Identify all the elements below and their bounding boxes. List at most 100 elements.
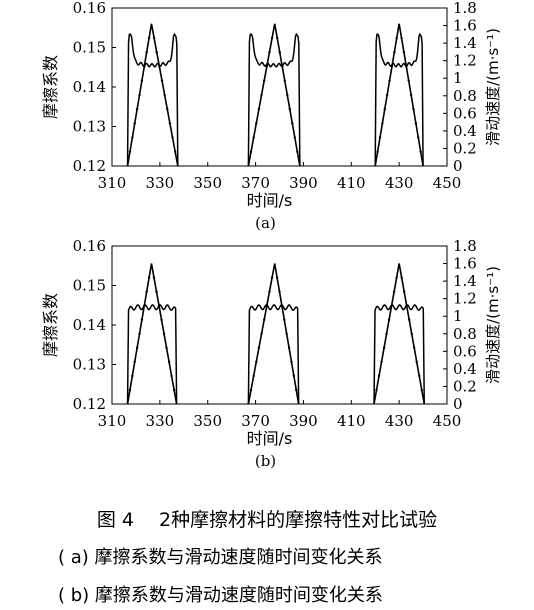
panel-label: (a) [255,214,276,232]
speed-point [260,93,263,97]
speed-point [395,276,398,279]
speed-point [140,79,144,82]
speed-point [415,360,418,364]
x-tick-label: 450 [433,412,462,430]
speed-point [290,360,293,364]
speed-point [160,318,163,321]
y-left-tick-label: 0.13 [73,118,106,136]
speed-point [420,388,423,392]
speed-point [131,374,134,378]
speed-point [376,150,379,153]
speed-point [410,332,413,335]
speed-point [249,388,253,392]
speed-series-cycle [247,23,301,167]
y-right-tick-label: 1.2 [453,52,477,70]
x-tick-label: 370 [241,174,270,192]
y-right-tick-label: 0.4 [453,360,477,378]
speed-series-cycle [126,263,178,405]
chart-b: 310 330 350 370 390 410 430 450 0.12 0.13 0.14 0.15… [41,238,502,470]
speed-point [377,374,381,378]
x-tick-label: 330 [146,412,175,430]
speed-point [388,79,391,82]
y-right-tick-label: 1.4 [453,272,477,290]
speed-point [138,93,141,97]
y-left-tick-label: 0.15 [73,277,106,295]
y-left-axis-label: 摩擦系数 [41,55,60,119]
speed-point [407,318,411,321]
figure-subcaption-a: ( a) 摩擦系数与滑动速度随时间变化关系 [58,547,383,568]
speed-point [407,79,410,82]
speed-point [255,122,258,125]
speed-point [152,36,156,40]
speed-point [286,93,289,97]
speed-point [166,107,169,111]
x-tick-label: 390 [289,174,318,192]
speed-point [395,36,398,40]
speed-point [172,388,176,392]
speed-point [270,36,274,40]
speed-series-cycle [126,23,179,167]
y-right-tick-label: 0 [453,395,463,413]
speed-point [140,318,144,321]
y-right-tick-label: 1.8 [453,238,477,255]
y-left-tick-label: 0.13 [73,356,106,374]
friction-series-cycle [247,303,300,404]
friction-series-cycle [374,32,424,166]
speed-point [133,122,136,125]
speed-point [133,360,136,364]
speed-point [162,332,166,335]
y-left-tick-label: 0.14 [73,316,106,334]
y-right-tick-label: 0.8 [453,87,477,105]
plot-frame [111,7,448,167]
y-right-tick-label: 0.2 [453,139,477,157]
y-right-axis-label: 滑动速度/(m·s⁻¹) [484,28,502,146]
speed-point [418,374,421,378]
x-tick-label: 410 [337,174,366,192]
speed-series-cycle [374,23,424,167]
speed-point [135,107,139,111]
x-tick-label: 410 [337,412,366,430]
speed-point [409,93,413,97]
speed-point [260,332,263,335]
speed-point [167,360,171,364]
x-tick-label: 430 [385,412,414,430]
y-right-tick-label: 0 [453,157,463,175]
y-left-tick-label: 0.14 [73,78,106,96]
speed-point [152,276,156,279]
speed-point [400,276,403,279]
speed-point [249,150,253,153]
chart-a: 310 330 350 370 390 410 430 450 0.12 0.13 0.14 0.15… [41,0,502,232]
speed-point [380,360,383,364]
speed-point [262,79,266,82]
speed-point [135,346,139,350]
speed-point [393,51,396,54]
y-right-tick-label: 0.8 [453,325,477,343]
x-axis-label: 时间/s [247,429,293,448]
y-left-tick-label: 0.16 [73,0,106,17]
speed-point [257,107,261,111]
speed-point [414,122,418,125]
y-left-tick-label: 0.16 [73,238,106,255]
x-tick-label: 430 [385,174,414,192]
y-right-tick-label: 1.2 [453,290,477,308]
speed-point [128,388,132,392]
speed-point [171,136,174,139]
x-tick-label: 370 [241,412,270,430]
speed-point [419,150,422,153]
speed-point [413,346,416,350]
speed-point [378,136,382,139]
speed-point [165,346,168,350]
speed-point [385,332,388,335]
friction-series-cycle [373,303,426,404]
y-left-tick-label: 0.12 [73,157,106,175]
speed-point [278,290,281,293]
y-right-tick-label: 0.4 [453,122,477,140]
speed-point [291,122,294,125]
speed-point [252,136,255,139]
speed-point [138,332,141,335]
speed-point [417,136,420,139]
speed-point [170,374,173,378]
speed-point [287,346,291,350]
speed-point [168,122,172,125]
speed-point [383,107,386,111]
